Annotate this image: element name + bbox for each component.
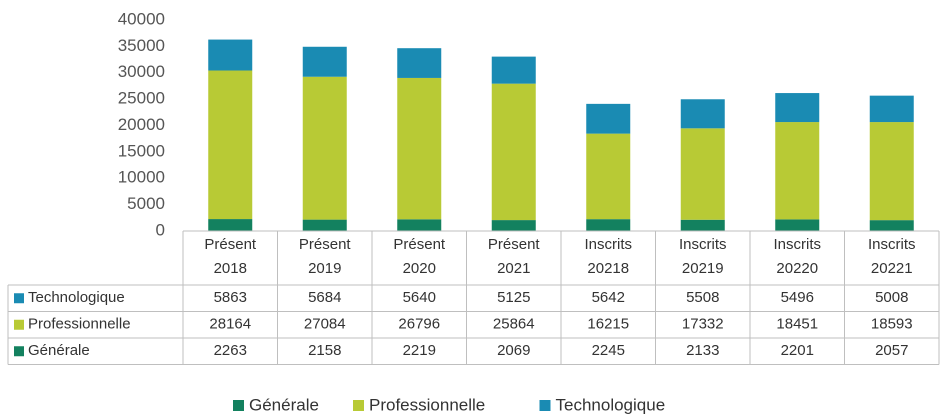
legend-label: Technologique [556, 395, 666, 414]
legend-key [14, 319, 24, 330]
bar-segment [680, 99, 725, 129]
table-value: 28164 [209, 316, 251, 333]
table-value: 2057 [875, 342, 908, 359]
y-tick-label: 30000 [118, 62, 165, 81]
x-tick-label: Présent 2020 [393, 236, 446, 277]
legend-label: Professionnelle [369, 395, 485, 414]
bar-segment [302, 46, 347, 77]
y-tick-label: 15000 [118, 141, 165, 160]
legend-swatch [353, 400, 364, 411]
bar-segment [302, 219, 347, 231]
bar-segment [586, 219, 631, 231]
y-tick-label: 10000 [118, 168, 165, 187]
bar-segment [491, 83, 536, 221]
y-tick-label: 20000 [118, 115, 165, 134]
table-value: 2158 [308, 342, 341, 359]
table-value: 27084 [304, 316, 346, 333]
bar-segment [397, 219, 442, 231]
bar-segment [680, 128, 725, 220]
table-value: 26796 [398, 316, 440, 333]
x-tick-label: Inscrits 20218 [584, 236, 632, 277]
bar-segment [775, 93, 820, 123]
table-value: 18451 [776, 316, 818, 333]
bar-segment [397, 77, 442, 220]
table-value: 16215 [587, 316, 629, 333]
bar-segment [680, 219, 725, 231]
table-value: 5863 [214, 289, 247, 306]
legend-swatch [539, 400, 551, 411]
table-value: 5640 [403, 289, 436, 306]
legend-swatch [233, 400, 244, 411]
x-tick-label: Présent 2019 [299, 236, 352, 277]
table-value: 5125 [497, 289, 530, 306]
bar-segment [869, 220, 914, 231]
table-value: 2201 [781, 342, 814, 359]
table-value: 18593 [871, 316, 913, 333]
table-value: 25864 [493, 316, 535, 333]
table-value: 2263 [214, 342, 247, 359]
bar-segment [586, 103, 631, 134]
x-tick-label: Inscrits 20219 [679, 236, 727, 277]
y-tick-label: 35000 [118, 36, 165, 55]
bar-segment [869, 95, 914, 123]
table-value: 5496 [781, 289, 814, 306]
bar-segment [775, 122, 820, 220]
row-label: Technologique [28, 289, 125, 306]
table-value: 2245 [592, 342, 625, 359]
row-label: Professionnelle [28, 316, 131, 333]
legend-key [14, 293, 24, 304]
table-value: 17332 [682, 316, 724, 333]
table-value: 5508 [686, 289, 719, 306]
table-value: 2069 [497, 342, 530, 359]
x-tick-label: Présent 2018 [204, 236, 257, 277]
bar-segment [869, 122, 914, 221]
bar-segment [302, 76, 347, 220]
bar-segment [208, 39, 253, 71]
x-tick-label: Inscrits 20220 [773, 236, 821, 277]
y-tick-label: 40000 [118, 9, 165, 28]
y-tick-label: 0 [156, 220, 165, 239]
x-tick-label: Présent 2021 [488, 236, 541, 277]
table-value: 2133 [686, 342, 719, 359]
table-value: 5642 [592, 289, 625, 306]
bar-segment [491, 56, 536, 84]
legend-label: Générale [249, 395, 319, 414]
x-tick-label: Inscrits 20221 [868, 236, 916, 277]
table-value: 2219 [403, 342, 436, 359]
legend-key [14, 346, 24, 357]
y-tick-label: 25000 [118, 89, 165, 108]
bar-segment [586, 133, 631, 220]
bar-segment [775, 219, 820, 231]
bar-segment [491, 220, 536, 231]
bar-segment [397, 48, 442, 78]
row-label: Générale [28, 342, 90, 359]
table-value: 5008 [875, 289, 908, 306]
bar-segment [208, 219, 253, 231]
table-value: 5684 [308, 289, 341, 306]
bar-segment [208, 70, 253, 220]
y-tick-label: 5000 [127, 194, 165, 213]
